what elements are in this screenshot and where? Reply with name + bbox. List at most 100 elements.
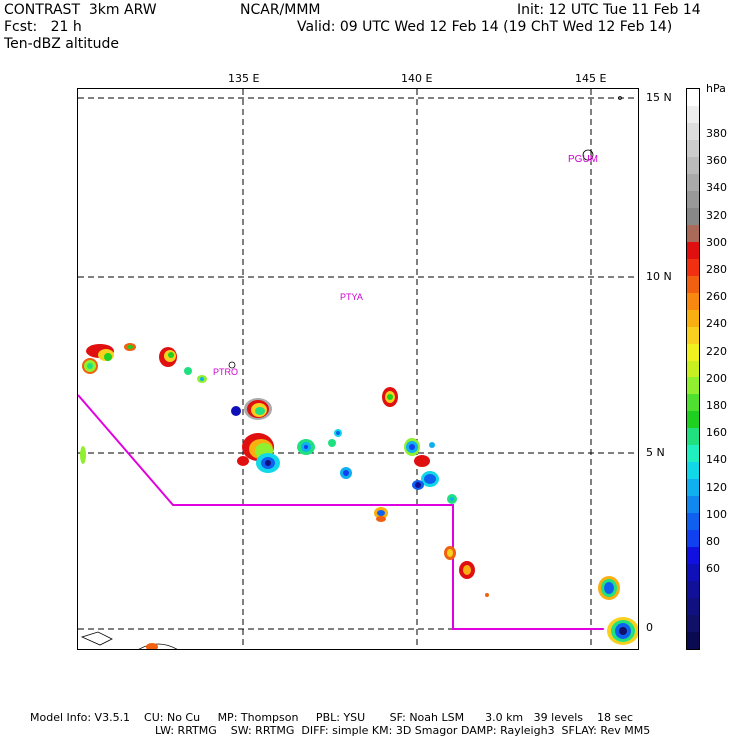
init-time: Init: 12 UTC Tue 11 Feb 14 [517,2,701,18]
lat-label-10n: 10 N [646,270,672,283]
colorbar-segment [687,258,699,276]
echo-cell [607,617,638,645]
colorbar-tick-label: 340 [706,181,727,195]
colorbar-segment [687,530,699,548]
echo-cell [404,438,420,456]
region-boundary-line [78,394,603,630]
colorbar-segment [687,89,699,106]
echo-cell [297,439,315,455]
echo-cell [159,347,177,367]
colorbar-segment [687,224,699,242]
colorbar-segment [687,309,699,327]
colorbar-unit: hPa [706,82,726,95]
echo-cell [414,455,430,467]
echo-cell [256,453,280,473]
valid-time: Valid: 09 UTC Wed 12 Feb 14 (19 ChT Wed … [297,19,673,35]
colorbar-segment [687,479,699,497]
echo-cell [485,593,489,597]
map-canvas: PGUM PTYA PTRO [78,89,638,649]
colorbar-tick-label: 280 [706,263,727,276]
colorbar-segment [687,360,699,378]
echo-cell [82,358,98,374]
colorbar-tick-label: 360 [706,154,727,168]
forecast-hour: Fcst: 21 h [4,19,82,35]
colorbar-segment [687,581,699,599]
echo-cell [80,446,86,464]
colorbar-segment [687,139,699,157]
echo-cell [429,442,435,448]
echo-cells [80,343,638,649]
colorbar-segment [687,207,699,225]
echo-cell [244,398,272,420]
colorbar-tick-label: 60 [706,562,720,576]
colorbar-tick-label: 180 [706,399,727,412]
model-title: CONTRAST 3km ARW [4,2,157,18]
colorbar-segment [687,598,699,616]
echo-cell [237,456,249,466]
lat-label-0: 0 [646,621,653,634]
colorbar-segment [687,394,699,412]
colorbar-tick-label: 140 [706,453,727,467]
colorbar-tick-label: 380 [706,127,727,140]
model-info-line-2: LW: RRTMG SW: RRTMG DIFF: simple KM: 3D … [155,724,651,737]
colorbar-segment [687,156,699,174]
lat-lon-grid [78,89,638,649]
colorbar-segment [687,462,699,480]
colorbar-tick-label: 220 [706,344,727,358]
lat-label-15n: 15 N [646,91,672,104]
island-outline [138,643,178,649]
colorbar-segment [687,513,699,531]
echo-cell [146,643,158,649]
colorbar-segment [687,190,699,208]
colorbar-segment [687,615,699,632]
echo-cell [382,387,398,407]
colorbar-segment [687,377,699,395]
colorbar-tick-label: 120 [706,480,727,494]
colorbar-tick-label: 160 [706,426,727,440]
colorbar-tick-label: 260 [706,290,727,304]
echo-cell [328,439,336,447]
colorbar-tick-label: 240 [706,317,727,331]
echo-cell [444,546,456,560]
echo-cell [231,406,241,416]
colorbar-segment [687,343,699,361]
colorbar-tick-label: 100 [706,507,727,521]
colorbar-segment [687,105,699,123]
colorbar-segment [687,428,699,446]
station-label-ptro: PTRO [213,367,238,377]
echo-cell [197,375,207,383]
echo-cell [421,471,439,487]
station-label-ptya: PTYA [340,292,363,302]
guam-outline [582,149,594,161]
map-panel: PGUM PTYA PTRO [77,88,639,650]
colorbar-segment [687,122,699,140]
colorbar-tick-label: 200 [706,371,727,385]
colorbar-segment [687,173,699,191]
lon-label-145: 145 E [575,72,607,85]
echo-cell [376,516,386,522]
echo-cell [459,561,475,579]
island-outline [618,96,622,100]
island-outline [228,361,236,369]
model-info-line-1: Model Info: V3.5.1 CU: No Cu MP: Thompso… [30,711,634,724]
echo-cell [340,467,352,479]
lon-label-140: 140 E [401,72,433,85]
colorbar [686,88,700,650]
colorbar-tick-label: 300 [706,235,727,249]
colorbar-segment [687,275,699,293]
colorbar-segment [687,445,699,463]
echo-cell [598,576,620,600]
lat-label-5n: 5 N [646,446,665,459]
echo-cell [334,429,342,437]
echo-cell [86,344,114,361]
colorbar-segment [687,547,699,565]
echo-cell [374,507,388,519]
echo-cell [184,367,192,375]
colorbar-segment [687,326,699,344]
organization-label: NCAR/MMM [240,2,321,18]
colorbar-tick-label: 320 [706,208,727,222]
colorbar-tick-label: 80 [706,535,720,548]
echo-cell [447,494,457,504]
field-name: Ten-dBZ altitude [4,36,119,52]
colorbar-segment [687,632,699,649]
